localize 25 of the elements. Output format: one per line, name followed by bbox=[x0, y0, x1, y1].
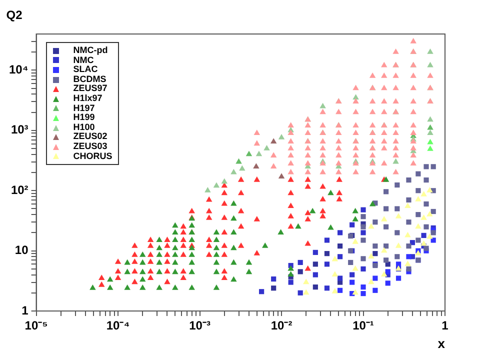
legend-label: NMC-pd bbox=[73, 45, 108, 56]
legend-label: H199 bbox=[73, 112, 95, 123]
y-tick-label: 10 bbox=[14, 243, 29, 258]
y-tick-label: 10⁴ bbox=[8, 62, 28, 77]
x-axis-title: x bbox=[438, 336, 446, 351]
legend-label: NMC bbox=[73, 54, 94, 66]
legend-label: H1lx97 bbox=[73, 92, 102, 104]
x-tick-label: 10⁻⁵ bbox=[24, 318, 48, 333]
x-tick-label: 10⁻³ bbox=[189, 318, 210, 333]
x-tick-label: 10⁻¹ bbox=[352, 318, 374, 333]
legend-label: ZEUS02 bbox=[73, 131, 108, 142]
legend-label: H197 bbox=[73, 102, 95, 114]
y-tick-label: 10³ bbox=[10, 122, 28, 137]
x-tick-label: 10⁻⁴ bbox=[106, 318, 130, 333]
legend-label: ZEUS03 bbox=[73, 140, 108, 152]
y-tick-label: 1 bbox=[22, 303, 29, 318]
x-tick-label: 10⁻² bbox=[270, 318, 292, 333]
x-tick-label: 1 bbox=[442, 318, 449, 333]
legend-label: ZEUS97 bbox=[73, 83, 108, 94]
y-tick-label: 10² bbox=[10, 182, 28, 197]
legend-label: BCDMS bbox=[73, 74, 106, 84]
legend-label: H100 bbox=[73, 122, 95, 132]
legend-label: SLAC bbox=[73, 64, 98, 75]
y-axis-title: Q2 bbox=[6, 8, 22, 22]
legend-label: CHORUS bbox=[73, 150, 112, 162]
